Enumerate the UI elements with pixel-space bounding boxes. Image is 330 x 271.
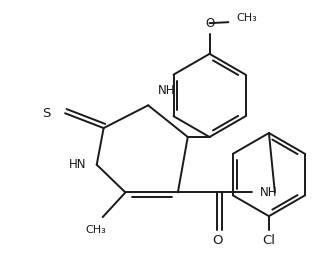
Text: O: O: [212, 234, 223, 247]
Text: S: S: [42, 107, 50, 120]
Text: Cl: Cl: [262, 234, 276, 247]
Text: O: O: [205, 17, 214, 30]
Text: HN: HN: [69, 158, 87, 171]
Text: NH: NH: [260, 186, 278, 199]
Text: CH₃: CH₃: [236, 13, 257, 23]
Text: CH₃: CH₃: [85, 225, 106, 235]
Text: NH: NH: [158, 84, 176, 97]
